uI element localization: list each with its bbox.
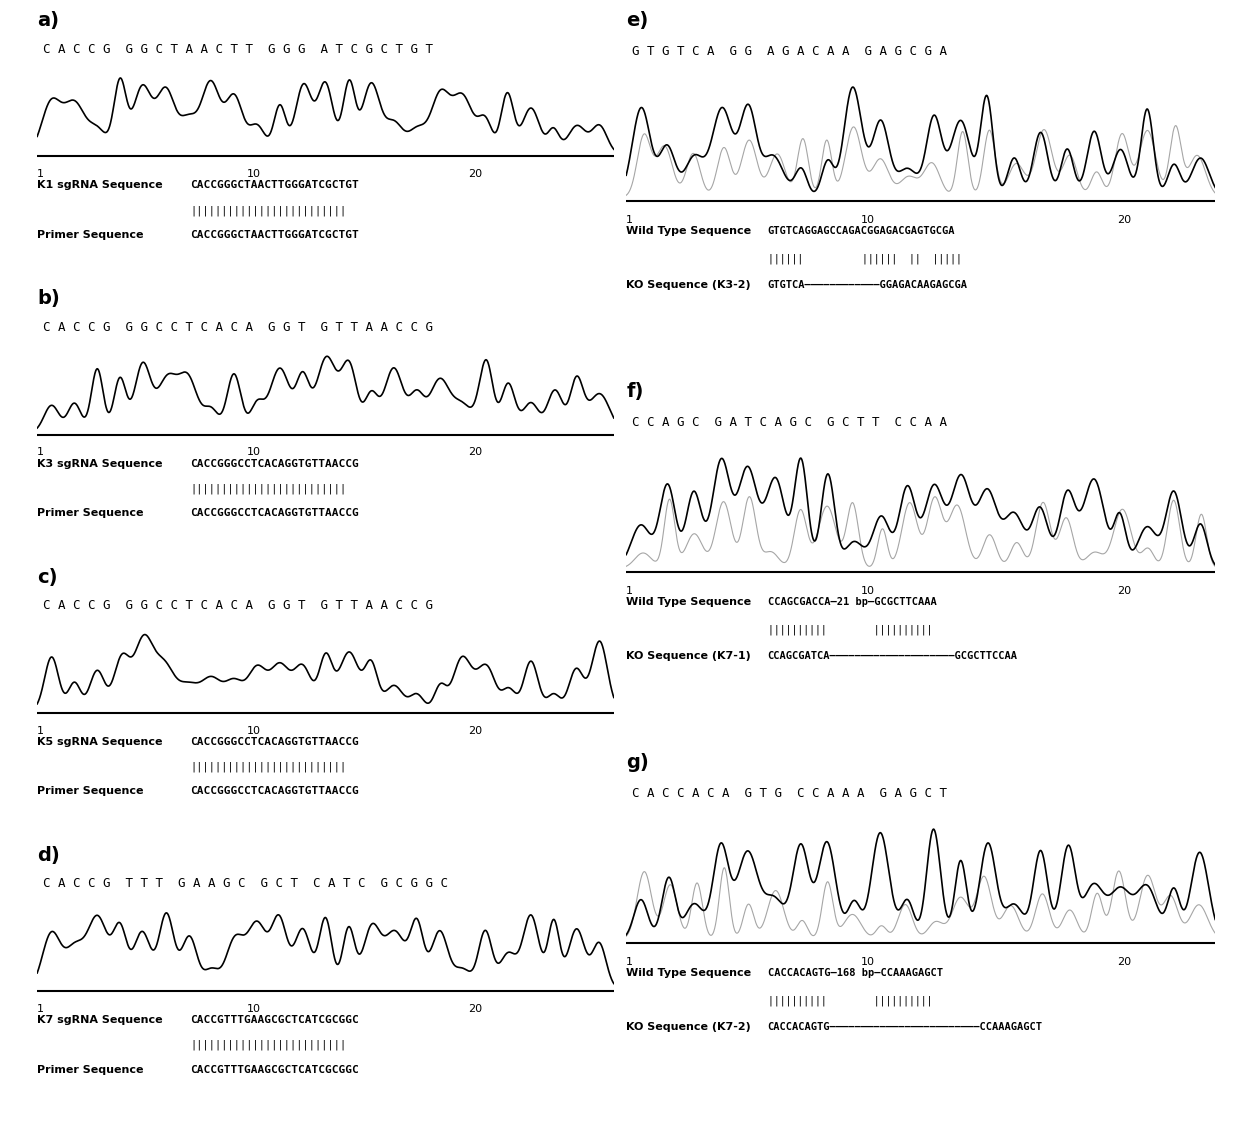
Text: |||||||||||||||||||||||||: |||||||||||||||||||||||||	[190, 483, 346, 494]
Text: 20: 20	[469, 447, 482, 457]
Text: 1: 1	[37, 169, 45, 179]
Text: CACCGGGCCTCACAGGTGTTAACCG: CACCGGGCCTCACAGGTGTTAACCG	[190, 458, 358, 469]
Text: Primer Sequence: Primer Sequence	[37, 508, 144, 518]
Text: 1: 1	[626, 215, 634, 225]
Text: 20: 20	[469, 1004, 482, 1015]
Text: 1: 1	[37, 447, 45, 457]
Text: C A C C G  T T T  G A A G C  G C T  C A T C  G C G G C: C A C C G T T T G A A G C G C T C A T C …	[43, 878, 449, 890]
Text: 10: 10	[247, 447, 260, 457]
Text: d): d)	[37, 846, 60, 865]
Text: C A C C G  G G C T A A C T T  G G G  A T C G C T G T: C A C C G G G C T A A C T T G G G A T C …	[43, 43, 434, 56]
Text: ||||||          ||||||  ||  |||||: |||||| |||||| || |||||	[768, 253, 961, 263]
Text: GTGTCA————————————GGAGACAAGAGCGA: GTGTCA————————————GGAGACAAGAGCGA	[768, 280, 967, 290]
Text: CACCACAGTG—168 bp—CCAAAGAGCT: CACCACAGTG—168 bp—CCAAAGAGCT	[768, 969, 942, 979]
Text: 20: 20	[1117, 586, 1131, 596]
Text: ||||||||||        ||||||||||: |||||||||| ||||||||||	[768, 624, 932, 634]
Text: Wild Type Sequence: Wild Type Sequence	[626, 969, 751, 979]
Text: GTGTCAGGAGCCAGACGGAGACGAGTGCGA: GTGTCAGGAGCCAGACGGAGACGAGTGCGA	[768, 226, 955, 237]
Text: CACCGGGCCTCACAGGTGTTAACCG: CACCGGGCCTCACAGGTGTTAACCG	[190, 736, 358, 747]
Text: Wild Type Sequence: Wild Type Sequence	[626, 226, 751, 237]
Text: Wild Type Sequence: Wild Type Sequence	[626, 597, 751, 608]
Text: 20: 20	[469, 725, 482, 735]
Text: |||||||||||||||||||||||||: |||||||||||||||||||||||||	[190, 761, 346, 772]
Text: Primer Sequence: Primer Sequence	[37, 230, 144, 240]
Text: g): g)	[626, 753, 649, 772]
Text: |||||||||||||||||||||||||: |||||||||||||||||||||||||	[190, 205, 346, 215]
Text: 10: 10	[861, 957, 874, 967]
Text: C A C C G  G G C C T C A C A  G G T  G T T A A C C G: C A C C G G G C C T C A C A G G T G T T …	[43, 599, 434, 612]
Text: C C A G C  G A T C A G C  G C T T  C C A A: C C A G C G A T C A G C G C T T C C A A	[632, 416, 947, 429]
Text: 20: 20	[1117, 957, 1131, 967]
Text: 10: 10	[247, 725, 260, 735]
Text: Primer Sequence: Primer Sequence	[37, 1065, 144, 1075]
Text: KO Sequence (K7-1): KO Sequence (K7-1)	[626, 651, 751, 661]
Text: 10: 10	[861, 215, 874, 225]
Text: 1: 1	[37, 725, 45, 735]
Text: CACCGTTTGAAGCGCTCATCGCGGC: CACCGTTTGAAGCGCTCATCGCGGC	[190, 1065, 358, 1075]
Text: CACCGGGCCTCACAGGTGTTAACCG: CACCGGGCCTCACAGGTGTTAACCG	[190, 786, 358, 796]
Text: 20: 20	[469, 169, 482, 179]
Text: K7 sgRNA Sequence: K7 sgRNA Sequence	[37, 1016, 162, 1026]
Text: 10: 10	[861, 586, 874, 596]
Text: K3 sgRNA Sequence: K3 sgRNA Sequence	[37, 458, 162, 469]
Text: CCAGCGACCA—21 bp—GCGCTTCAAA: CCAGCGACCA—21 bp—GCGCTTCAAA	[768, 597, 936, 608]
Text: K1 sgRNA Sequence: K1 sgRNA Sequence	[37, 180, 162, 191]
Text: CCAGCGATCA————————————————————GCGCTTCCAA: CCAGCGATCA————————————————————GCGCTTCCAA	[768, 651, 1018, 661]
Text: CACCGGGCTAACTTGGGATCGCTGT: CACCGGGCTAACTTGGGATCGCTGT	[190, 230, 358, 240]
Text: c): c)	[37, 567, 58, 586]
Text: C A C C G  G G C C T C A C A  G G T  G T T A A C C G: C A C C G G G C C T C A C A G G T G T T …	[43, 321, 434, 334]
Text: 1: 1	[626, 957, 634, 967]
Text: |||||||||||||||||||||||||: |||||||||||||||||||||||||	[190, 1040, 346, 1050]
Text: K5 sgRNA Sequence: K5 sgRNA Sequence	[37, 736, 162, 747]
Text: 20: 20	[1117, 215, 1131, 225]
Text: ||||||||||        ||||||||||: |||||||||| ||||||||||	[768, 995, 932, 1006]
Text: Primer Sequence: Primer Sequence	[37, 786, 144, 796]
Text: CACCACAGTG————————————————————————CCAAAGAGCT: CACCACAGTG————————————————————————CCAAAG…	[768, 1022, 1043, 1032]
Text: KO Sequence (K3-2): KO Sequence (K3-2)	[626, 280, 751, 290]
Text: C A C C A C A  G T G  C C A A A  G A G C T: C A C C A C A G T G C C A A A G A G C T	[632, 787, 947, 800]
Text: 10: 10	[247, 169, 260, 179]
Text: f): f)	[626, 382, 644, 401]
Text: a): a)	[37, 11, 60, 30]
Text: CACCGGGCCTCACAGGTGTTAACCG: CACCGGGCCTCACAGGTGTTAACCG	[190, 508, 358, 518]
Text: 1: 1	[626, 586, 634, 596]
Text: CACCGTTTGAAGCGCTCATCGCGGC: CACCGTTTGAAGCGCTCATCGCGGC	[190, 1016, 358, 1026]
Text: G T G T C A  G G  A G A C A A  G A G C G A: G T G T C A G G A G A C A A G A G C G A	[632, 45, 947, 58]
Text: e): e)	[626, 11, 649, 30]
Text: KO Sequence (K7-2): KO Sequence (K7-2)	[626, 1022, 751, 1032]
Text: 1: 1	[37, 1004, 45, 1015]
Text: 10: 10	[247, 1004, 260, 1015]
Text: b): b)	[37, 289, 60, 308]
Text: CACCGGGCTAACTTGGGATCGCTGT: CACCGGGCTAACTTGGGATCGCTGT	[190, 180, 358, 191]
